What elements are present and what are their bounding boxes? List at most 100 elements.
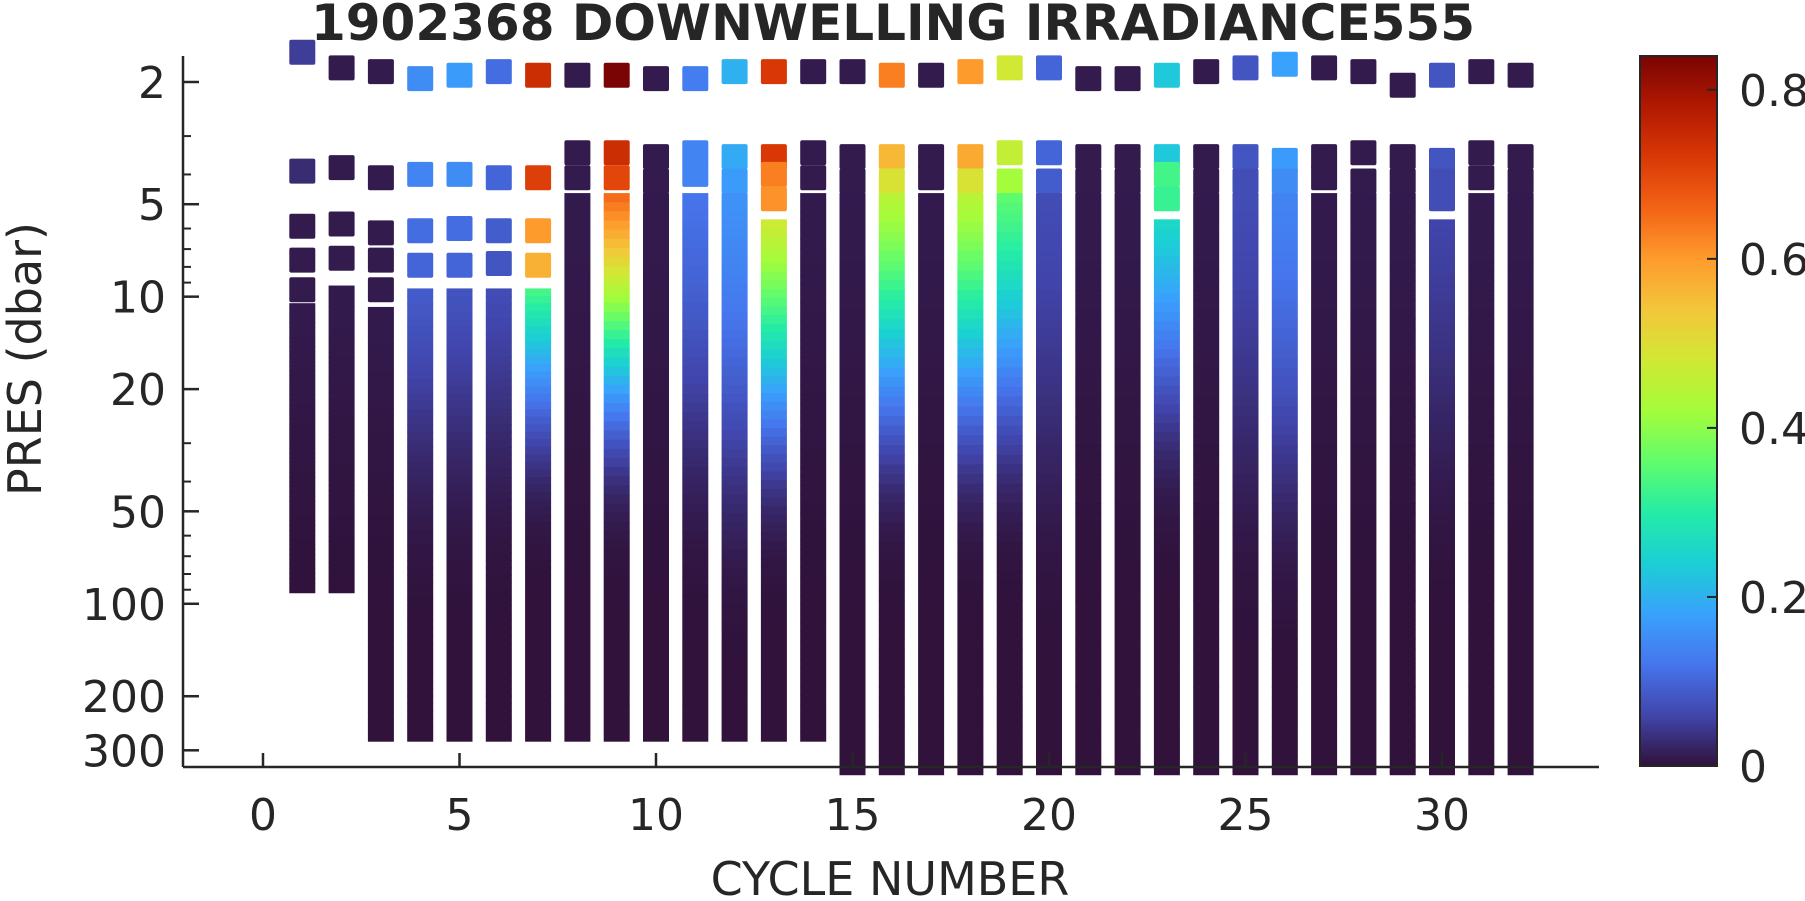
profile-segment xyxy=(1389,483,1416,495)
data-point xyxy=(289,213,316,239)
profile-segment xyxy=(1114,668,1141,679)
profile-segment xyxy=(1468,619,1495,630)
profile-segment xyxy=(328,536,355,543)
profile-segment xyxy=(1153,626,1180,637)
profile-segment xyxy=(1114,367,1141,378)
profile-segment xyxy=(721,394,748,404)
profile-segment xyxy=(1468,735,1495,747)
profile-segment xyxy=(1114,687,1141,698)
data-point xyxy=(918,62,945,88)
profile-segment xyxy=(564,421,591,432)
profile-segment xyxy=(918,493,945,504)
profile-segment xyxy=(1271,357,1298,369)
profile-segment xyxy=(1232,629,1259,640)
profile-segment xyxy=(878,290,905,301)
profile-segment xyxy=(918,755,945,766)
profile-segment xyxy=(407,627,434,637)
profile-segment xyxy=(643,394,669,404)
profile-segment xyxy=(1350,755,1377,766)
profile-segment xyxy=(760,619,787,629)
profile-segment xyxy=(328,362,355,369)
profile-segment xyxy=(1075,474,1102,485)
data-point xyxy=(446,161,473,187)
profile-segment xyxy=(721,494,748,505)
profile-segment xyxy=(1193,406,1220,417)
profile-segment xyxy=(996,202,1023,214)
profile-segment xyxy=(1389,454,1416,466)
profile-segment xyxy=(1036,697,1062,708)
profile-segment xyxy=(1232,580,1259,592)
data-point xyxy=(1507,168,1534,194)
profile-segment xyxy=(682,448,709,459)
profile-segment xyxy=(682,457,709,468)
cycle-profile-29 xyxy=(1389,72,1416,776)
profile-segment xyxy=(1311,348,1338,359)
profile-segment xyxy=(957,697,984,708)
profile-segment xyxy=(446,688,473,697)
profile-segment xyxy=(957,687,984,698)
profile-segment xyxy=(643,485,669,496)
profile-segment xyxy=(1193,735,1220,747)
profile-segment xyxy=(1036,299,1062,310)
cycle-profile-5 xyxy=(446,62,473,742)
profile-segment xyxy=(603,695,630,706)
profile-segment xyxy=(957,260,984,272)
data-point xyxy=(1232,144,1259,170)
profile-segment xyxy=(878,396,905,407)
profile-segment xyxy=(446,643,473,652)
data-point xyxy=(878,144,905,170)
profile-segment xyxy=(367,668,394,677)
profile-segment xyxy=(328,357,355,363)
profile-segment xyxy=(1036,561,1062,572)
profile-segment xyxy=(564,613,591,623)
profile-segment xyxy=(996,290,1023,301)
profile-segment xyxy=(957,290,984,301)
profile-segment xyxy=(328,531,355,537)
y-tick-label: 100 xyxy=(82,580,166,631)
profile-segment xyxy=(603,302,630,313)
profile-segment xyxy=(957,212,984,223)
profile-segment xyxy=(1271,464,1298,475)
profile-segment xyxy=(1193,328,1220,340)
profile-segment xyxy=(1153,543,1180,554)
profile-segment xyxy=(800,594,827,605)
profile-segment xyxy=(1350,425,1377,436)
profile-segment xyxy=(1468,416,1495,427)
profile-segment xyxy=(367,719,394,728)
profile-segment xyxy=(878,697,905,708)
profile-segment xyxy=(1311,270,1338,281)
profile-segment xyxy=(1271,328,1298,340)
profile-segment xyxy=(957,764,984,776)
profile-segment xyxy=(760,271,787,281)
profile-segment xyxy=(485,439,512,448)
profile-segment xyxy=(525,454,552,463)
profile-segment xyxy=(564,302,591,313)
profile-segment xyxy=(525,311,552,320)
profile-segment xyxy=(839,764,866,776)
profile-segment xyxy=(446,446,473,455)
profile-segment xyxy=(1389,512,1416,524)
profile-segment xyxy=(1271,445,1298,456)
profile-segment xyxy=(1429,682,1455,692)
profile-segment xyxy=(1271,503,1298,514)
profile-segment xyxy=(996,648,1023,659)
profile-segment xyxy=(1389,561,1416,572)
profile-segment xyxy=(367,596,394,605)
data-point xyxy=(1036,55,1062,81)
x-tick-label: 5 xyxy=(446,790,474,841)
profile-segment xyxy=(800,658,827,669)
profile-segment xyxy=(564,476,591,486)
profile-segment xyxy=(564,503,591,514)
profile-segment xyxy=(564,339,591,349)
profile-segment xyxy=(1036,377,1062,388)
profile-segment xyxy=(1429,654,1455,665)
profile-segment xyxy=(1271,406,1298,417)
profile-segment xyxy=(878,745,905,756)
profile-segment xyxy=(485,311,512,320)
profile-segment xyxy=(996,716,1023,727)
data-point xyxy=(485,59,512,85)
profile-segment xyxy=(721,238,748,249)
data-point xyxy=(1153,186,1180,212)
profile-segment xyxy=(446,348,473,357)
profile-segment xyxy=(367,480,394,489)
